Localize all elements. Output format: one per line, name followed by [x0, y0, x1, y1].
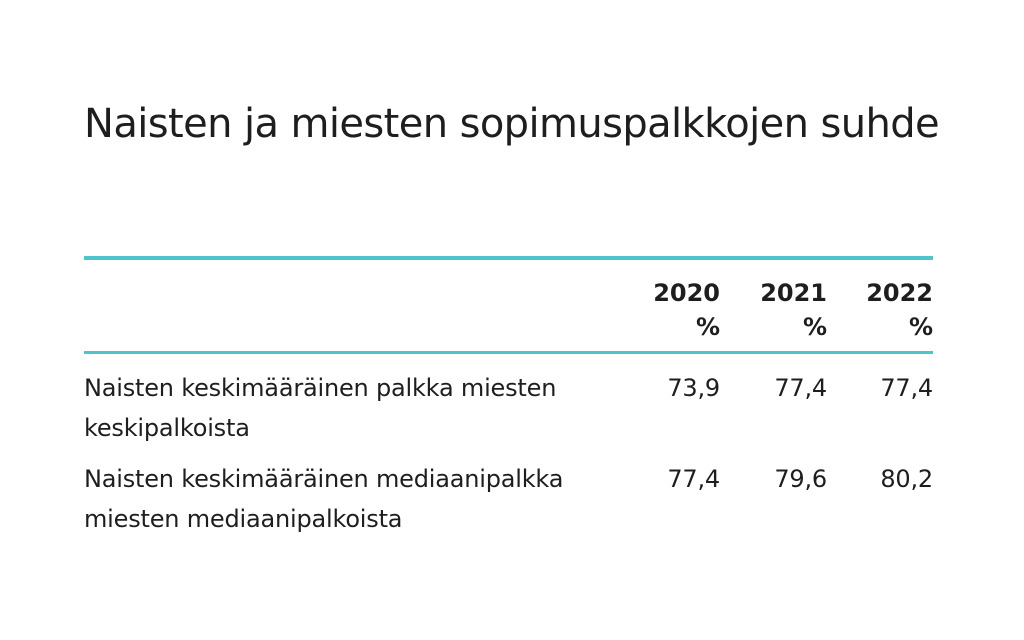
value-cell: 73,9 [667, 374, 720, 402]
value-cell: 77,4 [667, 465, 720, 493]
value-cell: 79,6 [774, 465, 827, 493]
header-year: 2022 [866, 279, 933, 307]
table-row: Naisten keskimääräinen mediaanipalkka mi… [84, 451, 933, 542]
value-cell: 80,2 [880, 465, 933, 493]
header-year-2022: 2022 % [827, 258, 933, 353]
row-label: Naisten keskimääräinen palkka miesten ke… [84, 374, 557, 442]
header-row: 2020 % 2021 % 2022 % [84, 258, 933, 353]
table-row: Naisten keskimääräinen palkka miesten ke… [84, 353, 933, 452]
header-unit: % [802, 313, 827, 341]
header-empty-cell [84, 258, 614, 353]
page-title: Naisten ja miesten sopimuspalkkojen suhd… [84, 101, 940, 147]
value-cell: 77,4 [774, 374, 827, 402]
header-year-2021: 2021 % [720, 258, 827, 353]
header-unit: % [908, 313, 933, 341]
table-body: Naisten keskimääräinen palkka miesten ke… [84, 353, 933, 543]
header-year-2020: 2020 % [614, 258, 720, 353]
row-label: Naisten keskimääräinen mediaanipalkka mi… [84, 465, 564, 533]
data-table: 2020 % 2021 % 2022 % Naisten keskimääräi… [84, 256, 933, 542]
table-header: 2020 % 2021 % 2022 % [84, 258, 933, 353]
header-unit: % [695, 313, 720, 341]
value-cell: 77,4 [880, 374, 933, 402]
header-year: 2021 [760, 279, 827, 307]
header-year: 2020 [653, 279, 720, 307]
